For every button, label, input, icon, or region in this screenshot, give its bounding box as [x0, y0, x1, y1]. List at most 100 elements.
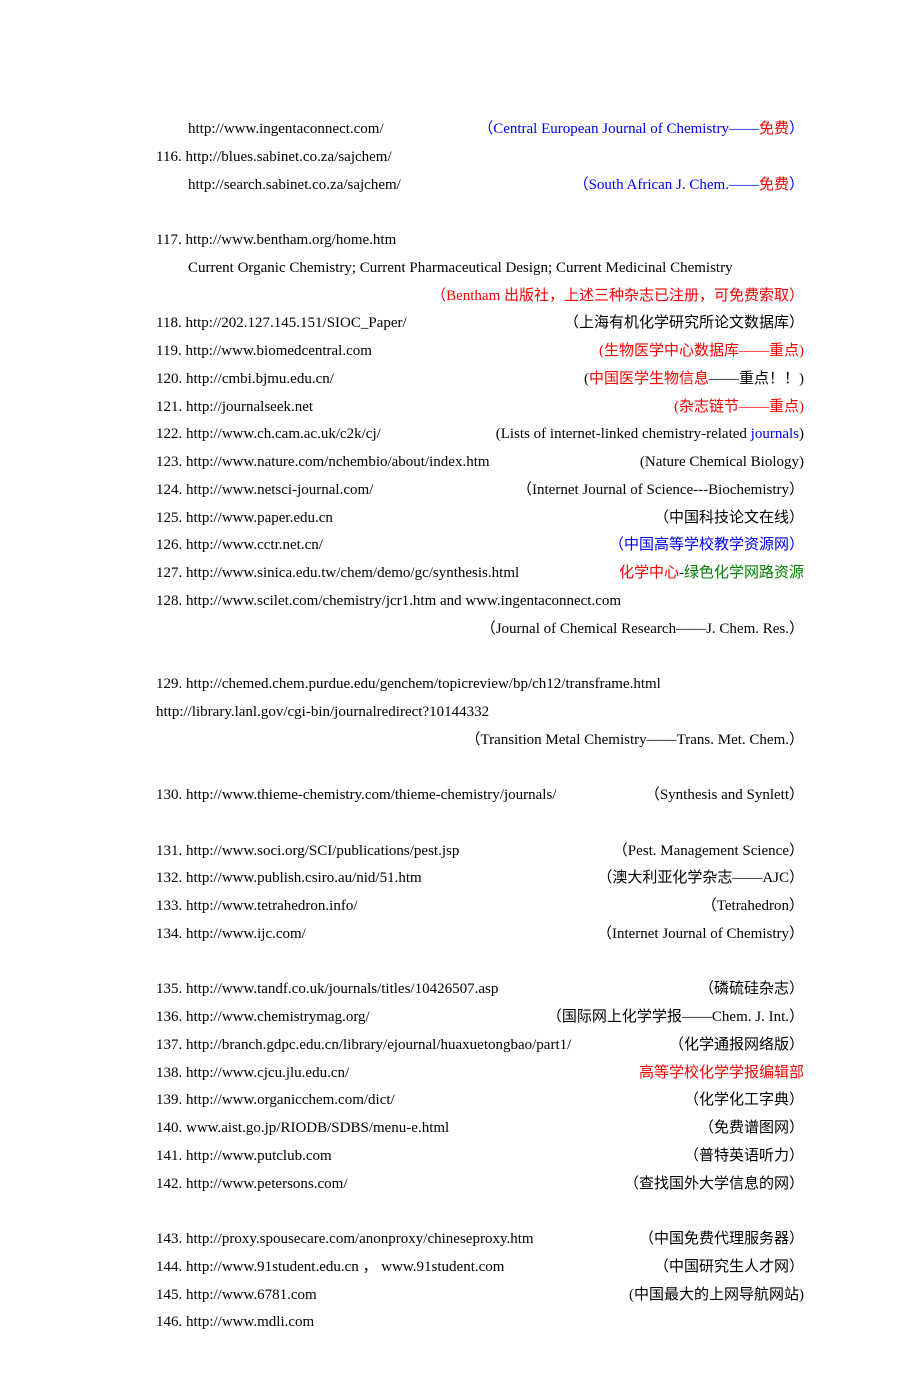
line-right: （Synthesis and Synlett） [556, 782, 804, 810]
line-left: 117. http://www.bentham.org/home.htm [156, 227, 396, 255]
line-right: （免费谱图网） [449, 1115, 804, 1143]
line-left: 119. http://www.biomedcentral.com [156, 338, 372, 366]
text-segment: （Synthesis and Synlett） [645, 787, 804, 803]
list-line: （Journal of Chemical Research——J. Chem. … [156, 616, 804, 644]
list-line: 146. http://www.mdli.com [156, 1309, 804, 1337]
text-segment: 143. http://proxy.spousecare.com/anonpro… [156, 1231, 534, 1247]
text-segment: 130. http://www.thieme-chemistry.com/thi… [156, 787, 556, 803]
blank-line [156, 810, 804, 838]
list-line: （Transition Metal Chemistry——Trans. Met.… [156, 727, 804, 755]
list-line: http://library.lanl.gov/cgi-bin/journalr… [156, 699, 804, 727]
text-segment: 146. http://www.mdli.com [156, 1314, 314, 1330]
text-segment: （Internet Journal of Chemistry） [597, 926, 804, 942]
text-segment: http://www.ingentaconnect.com/ [188, 121, 384, 137]
line-right: (Nature Chemical Biology) [490, 449, 804, 477]
text-segment: （Central European Journal of Chemistry—— [478, 121, 759, 137]
text-segment: ——重点！！) [709, 371, 804, 387]
list-line: Current Organic Chemistry; Current Pharm… [156, 255, 804, 283]
text-segment: 123. http://www.nature.com/nchembio/abou… [156, 454, 490, 470]
line-left: 136. http://www.chemistrymag.org/ [156, 1004, 370, 1032]
list-line: 135. http://www.tandf.co.uk/journals/tit… [156, 976, 804, 1004]
text-segment: 121. http://journalseek.net [156, 399, 313, 415]
text-segment: （国际网上化学学报——Chem. J. Int.） [547, 1009, 804, 1025]
text-segment: 高等学校化学学报编辑部 [639, 1065, 804, 1081]
line-left: 129. http://chemed.chem.purdue.edu/gench… [156, 671, 661, 699]
text-segment: 中国医学生物信息 [589, 371, 709, 387]
text-segment: 145. http://www.6781.com [156, 1287, 317, 1303]
list-line: 120. http://cmbi.bjmu.edu.cn/(中国医学生物信息——… [156, 366, 804, 394]
list-line: 133. http://www.tetrahedron.info/（Tetrah… [156, 893, 804, 921]
blank-line [156, 949, 804, 977]
text-segment: （Bentham 出版社，上述三种杂志已注册，可免费索取） [431, 288, 804, 304]
text-segment: （中国科技论文在线） [654, 510, 804, 526]
line-right: （化学化工字典） [395, 1087, 804, 1115]
text-segment: 119. http://www.biomedcentral.com [156, 343, 372, 359]
list-line: 131. http://www.soci.org/SCI/publication… [156, 838, 804, 866]
text-segment: 140. www.aist.go.jp/RIODB/SDBS/menu-e.ht… [156, 1120, 449, 1136]
line-left: 125. http://www.paper.edu.cn [156, 505, 333, 533]
text-segment: （中国免费代理服务器） [639, 1231, 804, 1247]
line-left: http://search.sabinet.co.za/sajchem/ [188, 172, 401, 200]
list-line: 139. http://www.organicchem.com/dict/（化学… [156, 1087, 804, 1115]
line-left: 128. http://www.scilet.com/chemistry/jcr… [156, 588, 621, 616]
line-right: (Lists of internet-linked chemistry-rela… [381, 421, 804, 449]
line-right: （Internet Journal of Science---Biochemis… [373, 477, 804, 505]
text-segment: (杂志链节——重点) [674, 399, 804, 415]
text-segment: 144. http://www.91student.edu.cn ， www.9… [156, 1259, 504, 1275]
line-right: (中国医学生物信息——重点！！) [334, 366, 804, 394]
line-left: 134. http://www.ijc.com/ [156, 921, 306, 949]
list-line: 136. http://www.chemistrymag.org/ （国际网上化学… [156, 1004, 804, 1032]
line-right: （Internet Journal of Chemistry） [306, 921, 804, 949]
list-line: 127. http://www.sinica.edu.tw/chem/demo/… [156, 560, 804, 588]
line-right: （中国高等学校教学资源网） [323, 532, 804, 560]
line-left: 116. http://blues.sabinet.co.za/sajchem/ [156, 144, 392, 172]
text-segment: 122. http://www.ch.cam.ac.uk/c2k/cj/ [156, 426, 381, 442]
line-right: (杂志链节——重点) [313, 394, 804, 422]
text-segment: 124. http://www.netsci-journal.com/ [156, 482, 373, 498]
line-right: （Transition Metal Chemistry——Trans. Met.… [156, 727, 804, 755]
line-right: （Central European Journal of Chemistry——… [384, 116, 804, 144]
list-line: 130. http://www.thieme-chemistry.com/thi… [156, 782, 804, 810]
text-segment: （Internet Journal of Science---Biochemis… [517, 482, 804, 498]
line-right [621, 588, 804, 616]
line-left: 121. http://journalseek.net [156, 394, 313, 422]
list-line: 140. www.aist.go.jp/RIODB/SDBS/menu-e.ht… [156, 1115, 804, 1143]
blank-line [156, 754, 804, 782]
blank-line [156, 643, 804, 671]
text-segment: 127. http://www.sinica.edu.tw/chem/demo/… [156, 565, 519, 581]
text-segment: （中国高等学校教学资源网） [609, 537, 804, 553]
list-line: 143. http://proxy.spousecare.com/anonpro… [156, 1226, 804, 1254]
line-left: 127. http://www.sinica.edu.tw/chem/demo/… [156, 560, 519, 588]
list-line: 117. http://www.bentham.org/home.htm [156, 227, 804, 255]
line-right [314, 1309, 804, 1337]
line-right: （上海有机化学研究所论文数据库） [407, 310, 804, 338]
text-segment: 118. http://202.127.145.151/SIOC_Paper/ [156, 315, 407, 331]
text-segment: 126. http://www.cctr.net.cn/ [156, 537, 323, 553]
text-segment: 免费 [759, 121, 789, 137]
text-segment: 129. http://chemed.chem.purdue.edu/gench… [156, 676, 661, 692]
line-left: 135. http://www.tandf.co.uk/journals/tit… [156, 976, 498, 1004]
text-segment: （查找国外大学信息的网） [624, 1176, 804, 1192]
list-line: 138. http://www.cjcu.jlu.edu.cn/高等学校化学学报… [156, 1060, 804, 1088]
list-line: 142. http://www.petersons.com/（查找国外大学信息的… [156, 1171, 804, 1199]
line-right [396, 227, 804, 255]
line-left: http://library.lanl.gov/cgi-bin/journalr… [156, 699, 489, 727]
text-segment: ） [789, 121, 804, 137]
text-segment: 138. http://www.cjcu.jlu.edu.cn/ [156, 1065, 349, 1081]
line-left: 144. http://www.91student.edu.cn ， www.9… [156, 1254, 504, 1282]
line-left: 141. http://www.putclub.com [156, 1143, 332, 1171]
text-segment: 134. http://www.ijc.com/ [156, 926, 306, 942]
text-segment: 135. http://www.tandf.co.uk/journals/tit… [156, 981, 498, 997]
list-line: 129. http://chemed.chem.purdue.edu/gench… [156, 671, 804, 699]
line-right: 高等学校化学学报编辑部 [349, 1060, 804, 1088]
text-segment: （Tetrahedron） [702, 898, 804, 914]
list-line: 119. http://www.biomedcentral.com(生物医学中心… [156, 338, 804, 366]
text-segment: （澳大利亚化学杂志——AJC） [597, 870, 804, 886]
list-line: 125. http://www.paper.edu.cn （中国科技论文在线） [156, 505, 804, 533]
line-left: 138. http://www.cjcu.jlu.edu.cn/ [156, 1060, 349, 1088]
text-segment: （磷硫硅杂志） [699, 981, 804, 997]
line-right: （磷硫硅杂志） [498, 976, 804, 1004]
text-segment: 免费 [759, 177, 789, 193]
line-right: (生物医学中心数据库——重点) [372, 338, 804, 366]
list-line: 145. http://www.6781.com(中国最大的上网导航网站) [156, 1282, 804, 1310]
